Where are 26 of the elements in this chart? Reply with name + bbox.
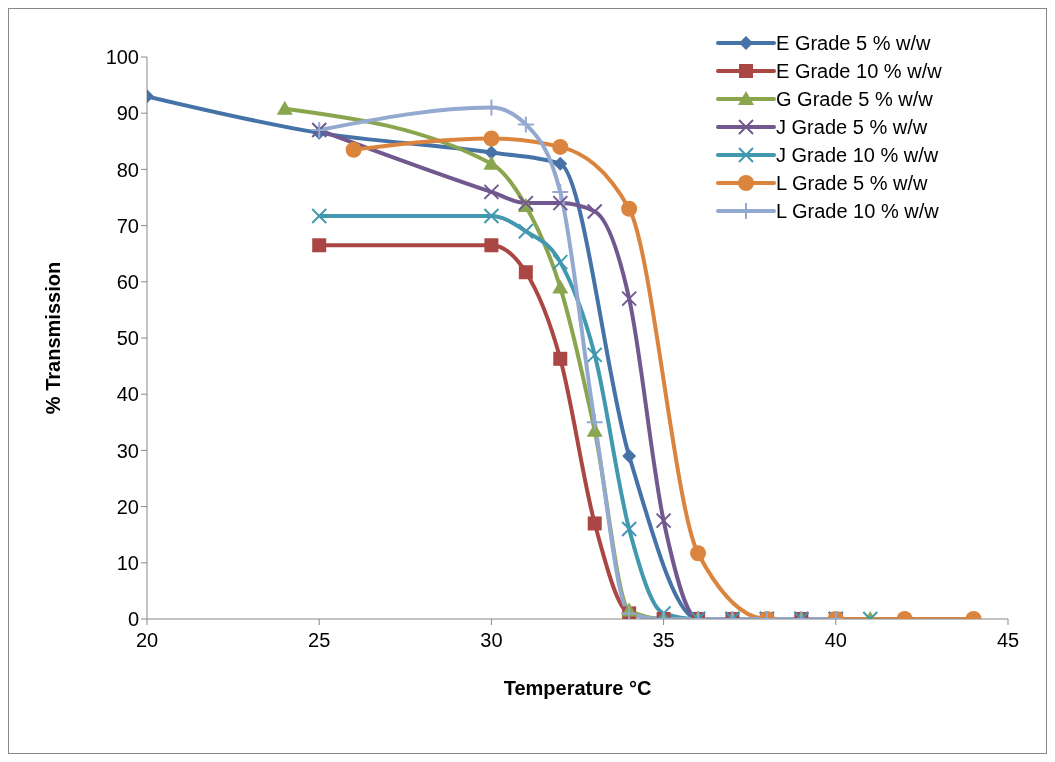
y-tick-label: 20: [116, 495, 139, 518]
y-tick-label: 50: [116, 327, 139, 350]
y-tick-label: 0: [127, 608, 139, 631]
y-axis-title: % Transmission: [42, 261, 65, 415]
y-tick-label: 30: [116, 439, 139, 462]
y-tick-label: 70: [116, 214, 139, 237]
y-tick-label: 90: [116, 102, 139, 125]
legend-label: E Grade 10 % w/w: [776, 59, 942, 83]
y-tick-label: 10: [116, 551, 139, 574]
legend-label: L Grade 5 % w/w: [776, 171, 928, 195]
legend-label: G Grade 5 % w/w: [776, 87, 933, 111]
x-axis-title: Temperature °C: [503, 677, 652, 699]
y-tick-label: 100: [105, 46, 139, 69]
x-tick-label: 45: [996, 629, 1020, 652]
x-tick-label: 20: [135, 629, 159, 652]
legend-label: J Grade 10 % w/w: [776, 143, 939, 167]
y-tick-label: 60: [116, 270, 139, 293]
legend-label: J Grade 5 % w/w: [776, 115, 928, 139]
y-tick-label: 40: [116, 383, 139, 406]
x-tick-label: 30: [480, 629, 503, 652]
x-tick-label: 40: [824, 629, 847, 652]
y-tick-label: 80: [116, 158, 139, 181]
legend-label: L Grade 10 % w/w: [776, 199, 939, 223]
legend-label: E Grade 5 % w/w: [776, 31, 931, 55]
x-tick-label: 35: [652, 629, 675, 652]
x-tick-label: 25: [308, 629, 331, 652]
